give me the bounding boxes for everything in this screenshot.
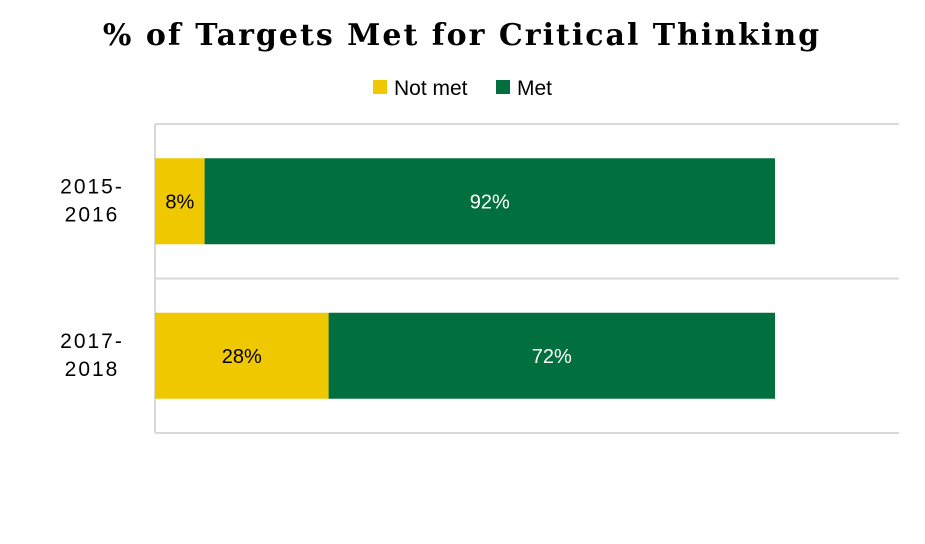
- bar-segment: [155, 312, 329, 399]
- legend-swatch-0: [373, 80, 387, 94]
- data-label: 28%: [222, 346, 262, 368]
- bar-segment: [328, 312, 775, 399]
- legend: Not met Met: [373, 77, 552, 100]
- category-label: 2018: [65, 358, 120, 381]
- data-label: 92%: [470, 191, 510, 213]
- data-label: 8%: [165, 191, 194, 213]
- legend-swatch-1: [496, 80, 510, 94]
- category-label: 2016: [65, 203, 120, 226]
- category-label: 2017-: [60, 330, 124, 353]
- legend-label-0: Not met: [394, 77, 468, 100]
- legend-label-1: Met: [517, 77, 552, 100]
- category-label: 2015-: [60, 175, 124, 198]
- data-label: 72%: [532, 346, 572, 368]
- bar-segment: [204, 158, 776, 245]
- chart-title: % of Targets Met for Critical Thinking: [103, 18, 821, 53]
- bars: [155, 158, 776, 399]
- bar-segment: [155, 158, 205, 245]
- labels: 8% 92% 2015- 2016 28% 72% 2017- 2018: [60, 175, 572, 381]
